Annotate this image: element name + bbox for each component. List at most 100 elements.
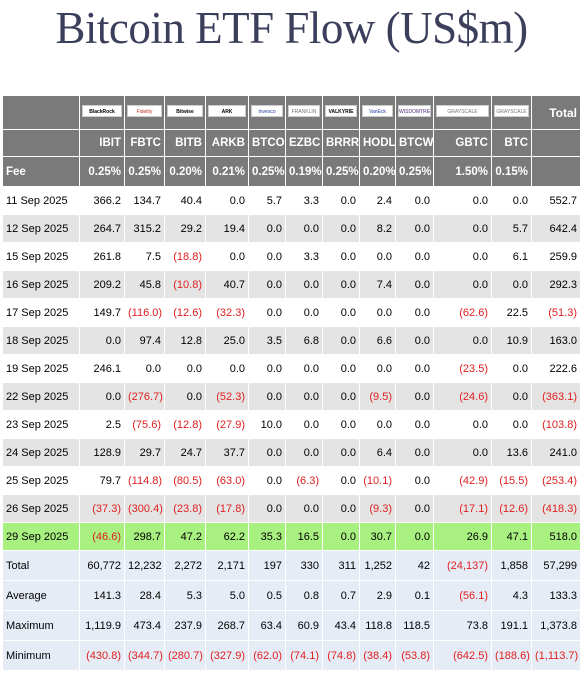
stats-cell: 118.5 xyxy=(395,610,434,641)
flow-cell: (42.9) xyxy=(433,466,492,495)
stats-cell: 1,858 xyxy=(491,550,532,581)
stats-label: Minimum xyxy=(2,640,80,671)
flow-cell: 6.6 xyxy=(359,326,396,355)
flow-cell: 6.1 xyxy=(491,242,532,271)
stats-cell: 43.4 xyxy=(322,610,360,641)
flow-cell: 25.0 xyxy=(205,326,249,355)
flow-cell: 0.0 xyxy=(395,494,434,523)
row-date: 17 Sep 2025 xyxy=(2,298,80,327)
flow-cell: 0.0 xyxy=(248,494,286,523)
flow-cell: 0.0 xyxy=(395,438,434,467)
table-row: 26 Sep 2025 (37.3) (300.4) (23.8) (17.8) 0.0 0… xyxy=(2,494,581,523)
ticker-header: FBTC xyxy=(124,129,165,157)
ticker-header: HODL xyxy=(359,129,396,157)
stats-cell: (38.4) xyxy=(359,640,396,671)
issuer-logo-cell: VanEck xyxy=(359,95,396,130)
stats-label: Total xyxy=(2,550,80,581)
row-total: (103.8) xyxy=(531,410,581,439)
table-row: 16 Sep 2025 209.2 45.8 (10.8) 40.7 0.0 0.0 0.0 7… xyxy=(2,270,581,299)
flow-cell: 0.0 xyxy=(359,242,396,271)
stats-label: Average xyxy=(2,580,80,611)
stats-cell: (53.8) xyxy=(395,640,434,671)
flow-cell: 62.2 xyxy=(205,522,249,551)
stats-cell: 268.7 xyxy=(205,610,249,641)
stats-cell: 237.9 xyxy=(164,610,206,641)
highlighted-table-row: 29 Sep 2025 (46.6) 298.7 47.2 62.2 35.3 16.5 0.… xyxy=(2,522,581,551)
flow-cell: 0.0 xyxy=(359,410,396,439)
flow-cell: 24.7 xyxy=(164,438,206,467)
grayscale-logo: GRAYSCALE xyxy=(436,105,489,117)
flow-cell: 0.0 xyxy=(359,354,396,383)
ticker-header: BITB xyxy=(164,129,206,157)
flow-cell: 19.4 xyxy=(205,214,249,243)
flow-cell: 0.0 xyxy=(491,270,532,299)
flow-cell: (80.5) xyxy=(164,466,206,495)
flow-cell: (63.0) xyxy=(205,466,249,495)
ark-logo: ARK xyxy=(208,105,246,117)
stats-cell: 2,272 xyxy=(164,550,206,581)
ticker-header: EZBC xyxy=(285,129,323,157)
flow-cell: 0.0 xyxy=(248,466,286,495)
stats-cell: 28.4 xyxy=(124,580,165,611)
row-total: (363.1) xyxy=(531,382,581,411)
flow-cell: 0.0 xyxy=(433,214,492,243)
flow-cell: 0.0 xyxy=(285,494,323,523)
table-row: 22 Sep 2025 0.0 (276.7) 0.0 (52.3) 0.0 0.0 0.0(… xyxy=(2,382,581,411)
flow-cell: 0.0 xyxy=(491,354,532,383)
stats-cell: 2.9 xyxy=(359,580,396,611)
flow-cell: (23.8) xyxy=(164,494,206,523)
flow-cell: 264.7 xyxy=(79,214,125,243)
row-total: 163.0 xyxy=(531,326,581,355)
fee-cell: 1.50% xyxy=(433,156,492,187)
flow-cell: 0.0 xyxy=(395,466,434,495)
stats-cell: 1,119.9 xyxy=(79,610,125,641)
flow-cell: 149.7 xyxy=(79,298,125,327)
stats-cell: 2,171 xyxy=(205,550,249,581)
row-total: 241.0 xyxy=(531,438,581,467)
valkyrie-logo: VALKYRIE xyxy=(325,105,357,117)
flow-cell: 8.2 xyxy=(359,214,396,243)
flow-cell: (300.4) xyxy=(124,494,165,523)
bitwise-logo: Bitwise xyxy=(167,105,203,117)
stats-cell: 60.9 xyxy=(285,610,323,641)
flow-cell: 298.7 xyxy=(124,522,165,551)
flow-cell: 5.7 xyxy=(491,214,532,243)
flow-cell: (75.6) xyxy=(124,410,165,439)
row-date: 11 Sep 2025 xyxy=(2,186,80,215)
flow-cell: (17.8) xyxy=(205,494,249,523)
flow-cell: (17.1) xyxy=(433,494,492,523)
flow-cell: 0.0 xyxy=(491,410,532,439)
flow-cell: 0.0 xyxy=(322,186,360,215)
flow-cell: 0.0 xyxy=(395,326,434,355)
stats-cell: 0.1 xyxy=(395,580,434,611)
row-total: 642.4 xyxy=(531,214,581,243)
flow-cell: 0.0 xyxy=(79,382,125,411)
flow-cell: 0.0 xyxy=(433,410,492,439)
flow-cell: 0.0 xyxy=(491,186,532,215)
logo-row: BlackRock Fidelity Bitwise ARK Invesco FRANKL… xyxy=(2,95,581,130)
vaneck-logo: VanEck xyxy=(362,105,393,117)
flow-cell: 7.4 xyxy=(359,270,396,299)
flow-cell: 0.0 xyxy=(322,326,360,355)
row-date: 15 Sep 2025 xyxy=(2,242,80,271)
ticker-row: IBIT FBTC BITB ARKB BTCO EZBC BRRR HODL BTCW GBTC… xyxy=(2,129,581,157)
stats-cell: 191.1 xyxy=(491,610,532,641)
flow-cell: 0.0 xyxy=(322,298,360,327)
row-date: 23 Sep 2025 xyxy=(2,410,80,439)
issuer-logo-cell: Bitwise xyxy=(164,95,206,130)
corner-cell xyxy=(2,95,80,130)
flow-cell: 10.9 xyxy=(491,326,532,355)
flow-cell: 3.5 xyxy=(248,326,286,355)
stats-cell: (642.5) xyxy=(433,640,492,671)
ticker-header: BRRR xyxy=(322,129,360,157)
flow-cell: 37.7 xyxy=(205,438,249,467)
flow-cell: 0.0 xyxy=(322,242,360,271)
flow-cell: 315.2 xyxy=(124,214,165,243)
fee-cell: 0.25% xyxy=(248,156,286,187)
flow-cell: (52.3) xyxy=(205,382,249,411)
flow-cell: 0.0 xyxy=(395,298,434,327)
stats-row: Minimum (430.8) (344.7) (280.7) (327.9) (62.0… xyxy=(2,640,581,671)
stats-cell: 1,252 xyxy=(359,550,396,581)
flow-cell: 2.4 xyxy=(359,186,396,215)
fee-cell: 0.25% xyxy=(322,156,360,187)
